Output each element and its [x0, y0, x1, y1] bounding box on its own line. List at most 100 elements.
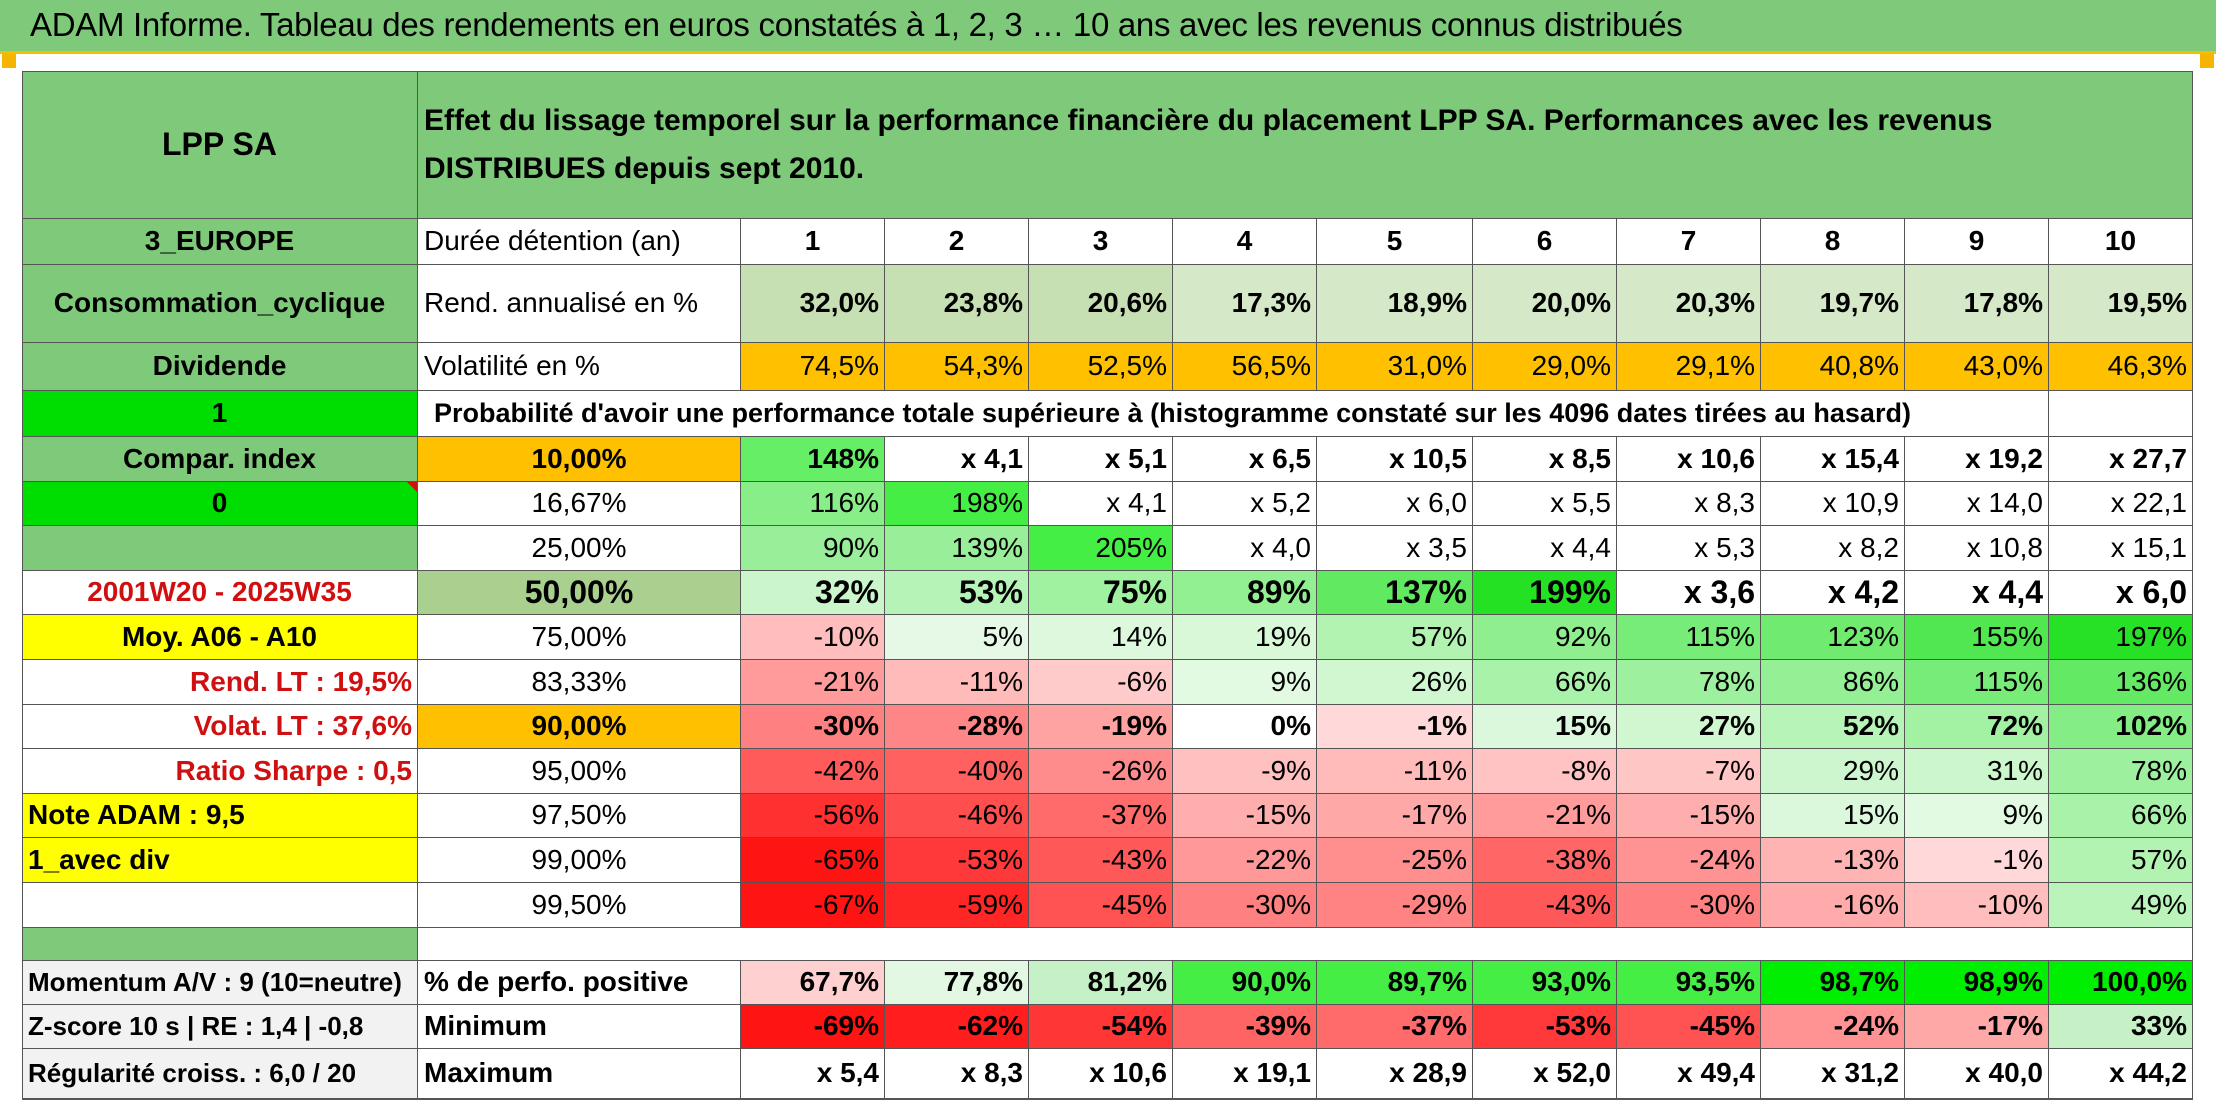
probability-value: -16% [1761, 883, 1905, 928]
probability-value: x 5,1 [1029, 437, 1173, 482]
bottom-row-value: 98,9% [1905, 961, 2049, 1005]
bottom-row-value: 93,0% [1473, 961, 1617, 1005]
probability-value: 137% [1317, 571, 1473, 615]
probability-value: x 5,3 [1617, 526, 1761, 571]
probability-threshold: 50,00% [418, 571, 741, 615]
side-metric: Régularité croiss. : 6,0 / 20 [22, 1049, 418, 1099]
annualized-return-value: 18,9% [1317, 265, 1473, 343]
probability-value: x 14,0 [1905, 482, 2049, 526]
empty-side-cell [22, 883, 418, 928]
year-header: 7 [1617, 219, 1761, 265]
probability-value: -65% [741, 838, 885, 883]
probability-threshold: 99,50% [418, 883, 741, 928]
bottom-row-value: x 44,2 [2049, 1049, 2193, 1099]
probability-value: 31% [1905, 749, 2049, 794]
probability-value: 205% [1029, 526, 1173, 571]
corner-marker-left [2, 54, 16, 68]
analysis-period: 2001W20 - 2025W35 [22, 571, 418, 615]
probability-value: 123% [1761, 615, 1905, 660]
year-header: 8 [1761, 219, 1905, 265]
bottom-row-value: -24% [1761, 1005, 1905, 1049]
probability-threshold: 99,00% [418, 838, 741, 883]
report-title: ADAM Informe. Tableau des rendements en … [30, 6, 1683, 43]
probability-value: 66% [2049, 794, 2193, 838]
empty-cell [2049, 391, 2193, 437]
probability-label: Probabilité d'avoir une performance tota… [418, 391, 2049, 437]
fund-type: Dividende [22, 343, 418, 391]
probability-value: x 3,6 [1617, 571, 1761, 615]
probability-value: x 5,2 [1173, 482, 1317, 526]
probability-value: x 4,0 [1173, 526, 1317, 571]
probability-value: x 15,1 [2049, 526, 2193, 571]
probability-value: x 6,0 [2049, 571, 2193, 615]
probability-value: x 8,2 [1761, 526, 1905, 571]
fund-name: LPP SA [22, 71, 418, 219]
probability-value: x 10,9 [1761, 482, 1905, 526]
annualized-return-value: 23,8% [885, 265, 1029, 343]
probability-value: 32% [741, 571, 885, 615]
probability-value: 26% [1317, 660, 1473, 705]
probability-value: x 4,1 [1029, 482, 1173, 526]
bottom-row-value: 67,7% [741, 961, 885, 1005]
probability-value: 139% [885, 526, 1029, 571]
bottom-row-label: Maximum [418, 1049, 741, 1099]
probability-value: -6% [1029, 660, 1173, 705]
bottom-row-value: -17% [1905, 1005, 2049, 1049]
volatility-value: 43,0% [1905, 343, 2049, 391]
probability-value: -67% [741, 883, 885, 928]
probability-value: -40% [885, 749, 1029, 794]
spacer-green [22, 928, 418, 961]
probability-value: 155% [1905, 615, 2049, 660]
probability-value: -53% [885, 838, 1029, 883]
probability-value: -28% [885, 705, 1029, 749]
probability-value: 115% [1617, 615, 1761, 660]
table-header-description: Effet du lissage temporel sur la perform… [418, 71, 2193, 219]
probability-value: 5% [885, 615, 1029, 660]
probability-threshold: 10,00% [418, 437, 741, 482]
bottom-row-value: x 19,1 [1173, 1049, 1317, 1099]
probability-value: -21% [1473, 794, 1617, 838]
year-header: 2 [885, 219, 1029, 265]
probability-value: -37% [1029, 794, 1173, 838]
bottom-row-value: 33% [2049, 1005, 2193, 1049]
probability-value: -15% [1173, 794, 1317, 838]
probability-value: 57% [1317, 615, 1473, 660]
probability-value: -45% [1029, 883, 1173, 928]
probability-value: -10% [1905, 883, 2049, 928]
bottom-row-value: 90,0% [1173, 961, 1317, 1005]
bottom-row-value: x 31,2 [1761, 1049, 1905, 1099]
probability-value: -43% [1029, 838, 1173, 883]
probability-value: x 8,5 [1473, 437, 1617, 482]
probability-value: -22% [1173, 838, 1317, 883]
probability-threshold: 83,33% [418, 660, 741, 705]
bottom-row-value: 77,8% [885, 961, 1029, 1005]
corner-marker-right [2200, 54, 2214, 68]
probability-value: 102% [2049, 705, 2193, 749]
bottom-row-value: -39% [1173, 1005, 1317, 1049]
bottom-row-value: -45% [1617, 1005, 1761, 1049]
probability-value: -19% [1029, 705, 1173, 749]
probability-value: 9% [1173, 660, 1317, 705]
probability-threshold: 90,00% [418, 705, 741, 749]
probability-value: x 15,4 [1761, 437, 1905, 482]
volatility-value: 56,5% [1173, 343, 1317, 391]
bottom-row-value: -37% [1317, 1005, 1473, 1049]
probability-value: x 5,5 [1473, 482, 1617, 526]
annualized-return-value: 20,3% [1617, 265, 1761, 343]
probability-value: x 4,4 [1473, 526, 1617, 571]
probability-value: -21% [741, 660, 885, 705]
bottom-row-value: x 8,3 [885, 1049, 1029, 1099]
probability-value: -59% [885, 883, 1029, 928]
annualized-return-value: 20,0% [1473, 265, 1617, 343]
probability-value: 9% [1905, 794, 2049, 838]
bottom-row-value: -54% [1029, 1005, 1173, 1049]
probability-value: -9% [1173, 749, 1317, 794]
probability-value: x 10,6 [1617, 437, 1761, 482]
probability-value: 197% [2049, 615, 2193, 660]
volatility-value: 31,0% [1317, 343, 1473, 391]
probability-value: -46% [885, 794, 1029, 838]
volatility-value: 40,8% [1761, 343, 1905, 391]
sharpe-ratio: Ratio Sharpe : 0,5 [22, 749, 418, 794]
side-metric: Momentum A/V : 9 (10=neutre) [22, 961, 418, 1005]
probability-value: 27% [1617, 705, 1761, 749]
